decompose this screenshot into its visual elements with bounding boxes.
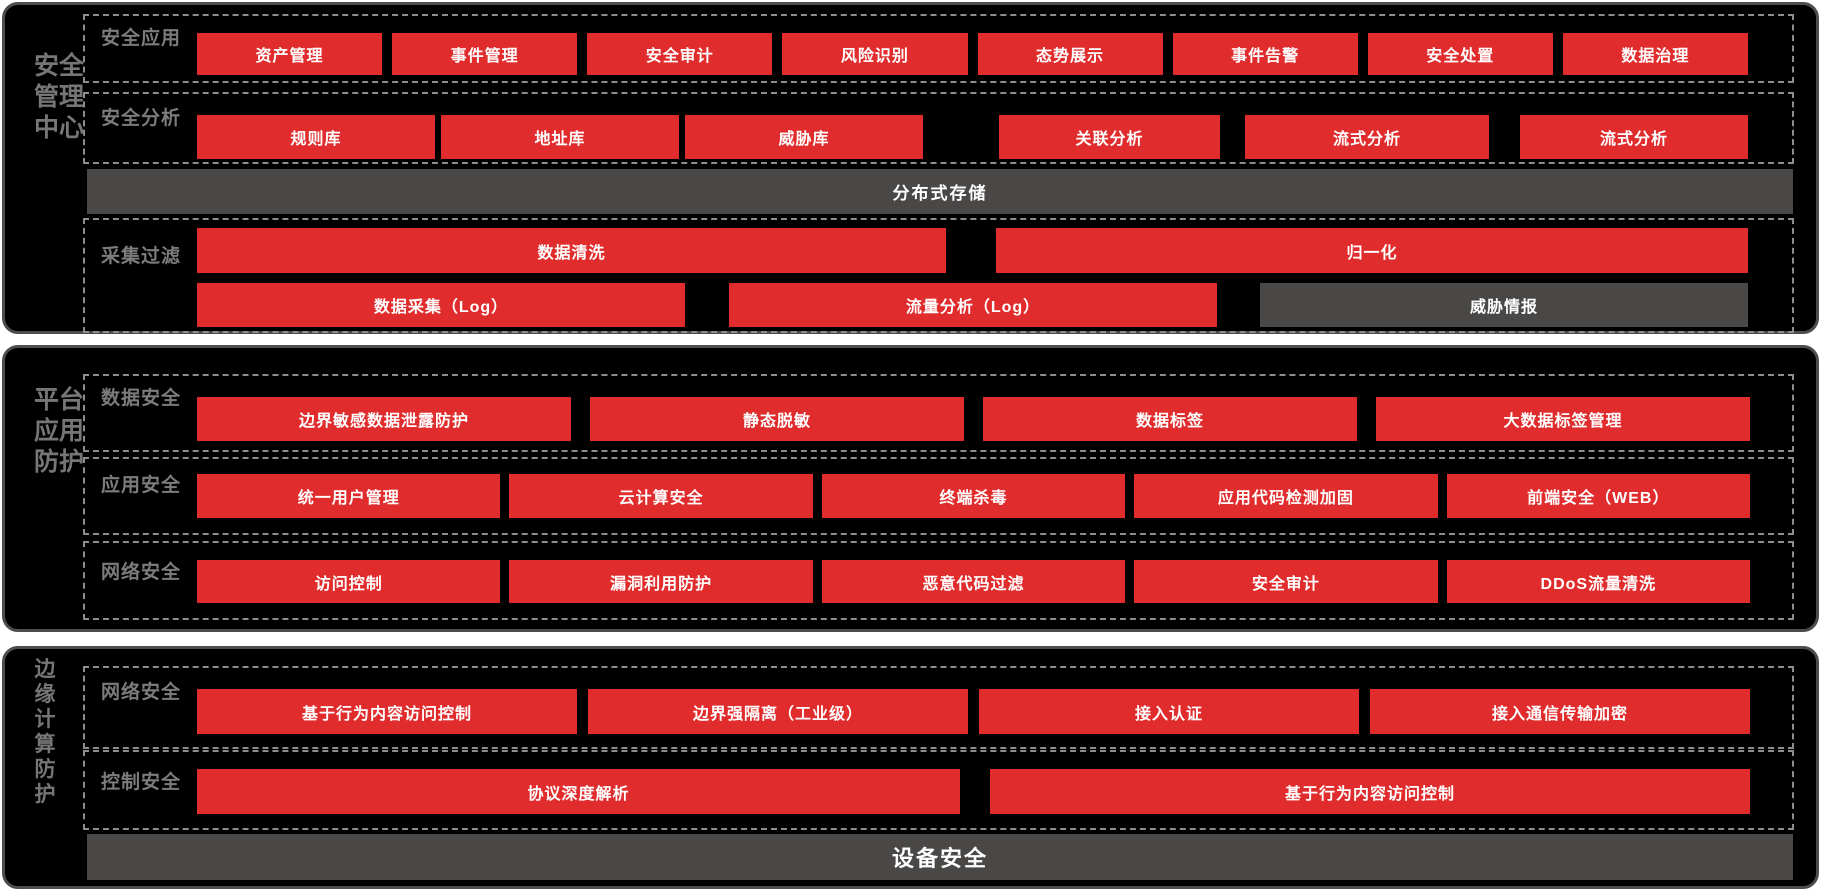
group-label-network-security-platform: 网络安全 [101, 562, 182, 583]
group-row: 数据采集（Log） 流量分析（Log） 威胁情报 [197, 283, 1748, 327]
group-label-security-application: 安全应用 [101, 28, 182, 49]
box-behavior-content-access-control-2: 基于行为内容访问控制 [990, 769, 1750, 814]
box-stream-analysis-2: 流式分析 [1520, 115, 1748, 159]
group-label-data-security: 数据安全 [101, 388, 182, 409]
section-title-line: 护 [34, 783, 56, 806]
group-row: 资产管理 事件管理 安全审计 风险识别 态势展示 事件告警 安全处置 数据治理 [197, 33, 1748, 75]
box-threat-intelligence: 威胁情报 [1260, 283, 1748, 327]
box-vulnerability-exploit-protection: 漏洞利用防护 [509, 560, 813, 603]
box-data-label: 数据标签 [983, 397, 1357, 441]
box-data-cleaning: 数据清洗 [197, 228, 946, 273]
box-threat-library: 威胁库 [685, 115, 923, 159]
section-title-platform-application-protection: 平台 应用 防护 [31, 385, 87, 478]
group-label-security-analysis: 安全分析 [101, 108, 182, 129]
section-title-edge-computing-protection: 边 缘 计 算 防 护 [23, 657, 67, 807]
section-title-line: 算 [34, 733, 56, 756]
section-title-line: 边 [34, 658, 56, 681]
box-security-audit-2: 安全审计 [1134, 560, 1438, 603]
group-label-network-security-edge: 网络安全 [101, 682, 182, 703]
box-rule-library: 规则库 [197, 115, 435, 159]
box-app-code-detection-hardening: 应用代码检测加固 [1134, 474, 1438, 518]
box-security-disposal: 安全处置 [1367, 33, 1553, 75]
box-stream-analysis-1: 流式分析 [1245, 115, 1489, 159]
group-network-security-platform: 网络安全 访问控制 漏洞利用防护 恶意代码过滤 安全审计 DDoS流量清洗 [83, 541, 1794, 620]
section-title-line: 管理 [33, 83, 84, 111]
group-label-application-security: 应用安全 [101, 475, 182, 496]
group-collection-filtering: 采集过滤 数据清洗 归一化 数据采集（Log） 流量分析（Log） 威胁情报 [83, 218, 1794, 333]
box-malicious-code-filtering: 恶意代码过滤 [821, 560, 1126, 603]
section-edge-computing-protection: 边 缘 计 算 防 护 网络安全 基于行为内容访问控制 边界强隔离（工业级） 接… [2, 646, 1819, 889]
group-row: 基于行为内容访问控制 边界强隔离（工业级） 接入认证 接入通信传输加密 [197, 689, 1750, 734]
box-access-authentication: 接入认证 [979, 689, 1359, 734]
group-row: 访问控制 漏洞利用防护 恶意代码过滤 安全审计 DDoS流量清洗 [197, 560, 1751, 603]
box-static-masking: 静态脱敏 [590, 397, 964, 441]
box-frontend-security-web: 前端安全（WEB） [1446, 474, 1751, 518]
box-boundary-sensitive-data-leak-protection: 边界敏感数据泄露防护 [197, 397, 571, 441]
section-platform-application-protection: 平台 应用 防护 数据安全 边界敏感数据泄露防护 静态脱敏 数据标签 大数据标签… [2, 345, 1819, 632]
box-terminal-antivirus: 终端杀毒 [821, 474, 1126, 518]
box-security-audit: 安全审计 [587, 33, 773, 75]
box-access-communication-encryption: 接入通信传输加密 [1370, 689, 1750, 734]
distributed-storage-bar: 分布式存储 [87, 169, 1793, 214]
group-label-collection-filtering: 采集过滤 [101, 246, 182, 267]
box-situation-display: 态势展示 [977, 33, 1163, 75]
group-row: 数据清洗 归一化 [197, 228, 1748, 273]
box-normalization: 归一化 [996, 228, 1748, 273]
box-event-alert: 事件告警 [1172, 33, 1358, 75]
group-data-security: 数据安全 边界敏感数据泄露防护 静态脱敏 数据标签 大数据标签管理 [83, 374, 1794, 452]
section-title-line: 计 [34, 708, 56, 731]
box-correlation-analysis: 关联分析 [999, 115, 1220, 159]
group-row: 协议深度解析 基于行为内容访问控制 [197, 769, 1750, 814]
group-label-control-security: 控制安全 [101, 772, 182, 793]
group-row: 边界敏感数据泄露防护 静态脱敏 数据标签 大数据标签管理 [197, 397, 1750, 441]
group-control-security: 控制安全 协议深度解析 基于行为内容访问控制 [83, 750, 1794, 830]
group-security-analysis: 安全分析 规则库 地址库 威胁库 关联分析 流式分析 流式分析 [83, 92, 1794, 164]
box-data-governance: 数据治理 [1562, 33, 1748, 75]
section-security-management-center: 安全 管理 中心 安全应用 资产管理 事件管理 安全审计 风险识别 态势展示 事… [2, 2, 1819, 334]
group-application-security: 应用安全 统一用户管理 云计算安全 终端杀毒 应用代码检测加固 前端安全（WEB… [83, 457, 1794, 535]
box-big-data-label-management: 大数据标签管理 [1376, 397, 1750, 441]
box-data-collection-log: 数据采集（Log） [197, 283, 685, 327]
box-event-management: 事件管理 [392, 33, 578, 75]
section-title-line: 防 [34, 758, 56, 781]
group-network-security-edge: 网络安全 基于行为内容访问控制 边界强隔离（工业级） 接入认证 接入通信传输加密 [83, 666, 1794, 749]
section-title-line: 缘 [34, 683, 56, 706]
box-address-library: 地址库 [441, 115, 679, 159]
section-title-line: 应用 [33, 417, 84, 445]
section-title-line: 中心 [33, 114, 84, 142]
device-security-bar: 设备安全 [87, 834, 1793, 880]
box-asset-management: 资产管理 [197, 33, 383, 75]
box-behavior-content-access-control-1: 基于行为内容访问控制 [197, 689, 577, 734]
section-title-line: 平台 [33, 386, 84, 414]
box-boundary-strong-isolation-industrial: 边界强隔离（工业级） [588, 689, 968, 734]
box-traffic-analysis-log: 流量分析（Log） [729, 283, 1217, 327]
box-unified-user-management: 统一用户管理 [197, 474, 501, 518]
box-access-control: 访问控制 [197, 560, 501, 603]
box-risk-identification: 风险识别 [782, 33, 968, 75]
section-title-line: 安全 [33, 52, 84, 80]
section-title-security-management-center: 安全 管理 中心 [31, 51, 87, 144]
group-row: 规则库 地址库 威胁库 关联分析 流式分析 流式分析 [197, 115, 1748, 159]
group-row: 统一用户管理 云计算安全 终端杀毒 应用代码检测加固 前端安全（WEB） [197, 474, 1751, 518]
group-security-application: 安全应用 资产管理 事件管理 安全审计 风险识别 态势展示 事件告警 安全处置 … [83, 14, 1794, 83]
section-title-line: 防护 [33, 448, 84, 476]
box-protocol-deep-parsing: 协议深度解析 [197, 769, 960, 814]
box-ddos-traffic-cleaning: DDoS流量清洗 [1446, 560, 1751, 603]
box-cloud-computing-security: 云计算安全 [509, 474, 813, 518]
